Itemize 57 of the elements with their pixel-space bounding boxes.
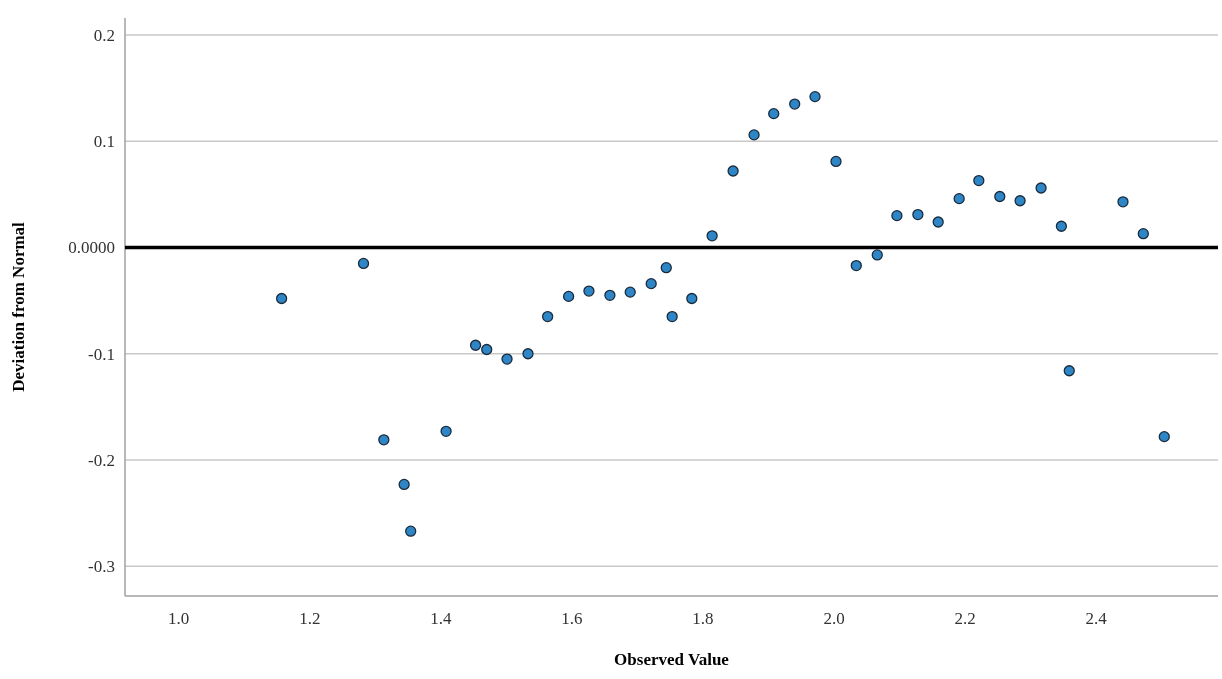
x-tick-label: 2.0 [823,609,845,628]
point [727,165,739,177]
x-tick-label: 2.4 [1085,609,1108,628]
y-tick-label: -0.2 [88,450,115,470]
point [1063,365,1075,377]
point [748,129,760,141]
point [481,343,493,356]
point [1035,182,1047,194]
point [666,310,678,323]
point [469,339,482,351]
y-axis-title: Deviation from Normal [9,221,28,392]
point [830,155,842,168]
point [624,286,636,298]
point [768,107,780,120]
point [562,290,575,303]
point [973,174,985,187]
point [1055,220,1068,232]
point [706,230,718,242]
x-tick-label: 1.6 [561,609,583,628]
point [994,190,1006,203]
point [686,292,698,305]
y-tick-label: 0.2 [93,25,115,45]
point [583,285,595,297]
point [789,98,801,110]
point [522,348,534,360]
x-tick-label: 2.2 [954,609,976,628]
y-tick-label: 0.1 [93,132,115,152]
point [1014,195,1026,207]
point [501,353,513,365]
x-tick-label: 1.0 [168,609,190,628]
point [932,216,944,228]
point [645,277,657,290]
point [850,259,862,272]
point [604,289,616,301]
y-tick-label: 0.0000 [68,238,115,258]
point [660,262,672,274]
point [1137,228,1149,240]
point [1117,196,1129,208]
point [405,525,417,537]
x-tick-label: 1.4 [430,609,452,628]
point [953,192,965,205]
x-axis-title: Observed Value [614,650,730,669]
point [542,310,554,323]
point [398,478,410,491]
point [275,292,288,305]
y-tick-label: -0.3 [88,557,115,577]
point [891,209,903,222]
x-tick-label: 1.8 [692,609,714,628]
point [357,257,370,270]
point [809,90,821,103]
point [871,249,883,261]
point [912,208,924,221]
x-tick-label: 1.2 [299,609,321,628]
point [440,425,452,437]
y-tick-label: -0.1 [88,344,115,364]
point [1158,430,1170,443]
point [378,434,390,446]
